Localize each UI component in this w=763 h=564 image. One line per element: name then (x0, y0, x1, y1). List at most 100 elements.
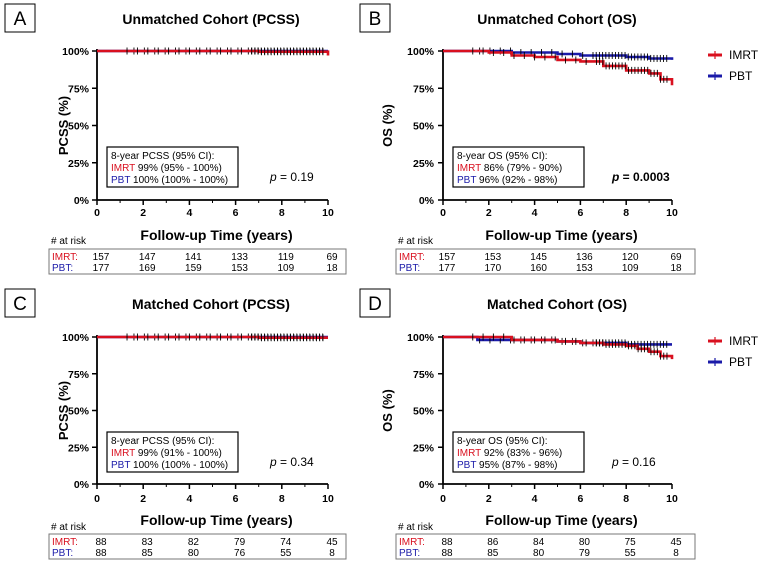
panel-letter-box (359, 3, 391, 33)
p-value-number: = 0.16 (619, 455, 656, 469)
risk-count-imrt: 88 (95, 537, 107, 548)
panel-d: D Matched Cohort (OS) 0% 25% 50% 75% 100% 0 2 4 6 8… (359, 288, 759, 560)
p-value-symbol: p (611, 170, 619, 184)
legend: IMRT PBT (708, 48, 759, 83)
risk-count-pbt: 159 (185, 263, 202, 274)
summary-imrt: IMRT 92% (83% - 96%) (457, 448, 562, 459)
risk-count-imrt: 119 (278, 252, 294, 263)
x-tick-label: 4 (186, 207, 192, 219)
y-axis-label: OS (%) (380, 389, 395, 432)
risk-count-pbt: 85 (142, 548, 154, 559)
risk-count-pbt: 18 (670, 263, 682, 274)
x-tick-label: 10 (322, 207, 334, 219)
x-tick-label: 0 (440, 207, 446, 219)
x-tick-label: 4 (186, 493, 192, 505)
risk-title: # at risk (398, 236, 434, 247)
chart-title: Matched Cohort (OS) (487, 296, 627, 312)
chart-title: Unmatched Cohort (PCSS) (122, 11, 299, 27)
x-tick-label: 10 (666, 207, 678, 219)
y-tick-label: 100% (407, 46, 435, 58)
y-tick-label: 75% (413, 369, 435, 381)
y-tick-label: 25% (68, 158, 90, 170)
summary-box: 8-year OS (95% CI):IMRT 92% (83% - 96%)P… (452, 431, 585, 473)
risk-table: # at risk IMRT:PBT: 157 147 141 133 119 69 177 16… (48, 236, 347, 275)
risk-count-pbt: 79 (579, 548, 591, 559)
y-axis-label: PCSS (%) (56, 96, 71, 155)
risk-count-imrt: 79 (234, 537, 246, 548)
y-tick-label: 100% (62, 46, 90, 58)
censor-marks-pbt (479, 47, 668, 62)
risk-count-imrt: 80 (579, 537, 591, 548)
risk-count-imrt: 120 (622, 252, 639, 263)
summary-imrt-value: 99% (95% - 100%) (135, 163, 222, 174)
p-value-number: = 0.34 (277, 455, 314, 469)
x-tick-label: 0 (440, 493, 446, 505)
p-value: p = 0.19 (269, 170, 314, 184)
x-tick-label: 4 (532, 493, 538, 505)
y-tick-label: 100% (407, 332, 435, 344)
summary-box: 8-year OS (95% CI):IMRT 86% (79% - 90%)P… (452, 146, 585, 188)
risk-label-pbt: PBT: (52, 548, 73, 559)
risk-count-imrt: 45 (670, 537, 682, 548)
panel-letter-box (4, 3, 36, 33)
risk-title: # at risk (51, 236, 87, 247)
x-tick-label: 6 (233, 493, 239, 505)
risk-count-imrt: 69 (326, 252, 338, 263)
risk-count-pbt: 169 (139, 263, 156, 274)
series-line-imrt (443, 335, 674, 360)
panel-letter-box (359, 288, 391, 318)
risk-count-imrt: 133 (231, 252, 248, 263)
risk-table: # at risk IMRT:PBT: 157 153 145 136 120 69 177 17… (395, 236, 696, 275)
p-value: p = 0.34 (269, 455, 314, 469)
risk-count-imrt: 45 (326, 537, 338, 548)
p-value-symbol: p (269, 455, 277, 469)
p-value-symbol: p (611, 455, 619, 469)
censor-marks-imrt (472, 47, 668, 83)
risk-count-pbt: 55 (625, 548, 637, 559)
series-line-imrt (97, 49, 330, 56)
risk-count-pbt: 76 (234, 548, 246, 559)
risk-count-imrt: 88 (441, 537, 453, 548)
risk-label-imrt: IMRT: (399, 537, 425, 548)
risk-count-pbt: 177 (93, 263, 110, 274)
risk-count-imrt: 136 (576, 252, 593, 263)
y-tick-label: 0% (419, 195, 435, 207)
x-tick-label: 10 (666, 493, 678, 505)
panel-letter: A (14, 9, 27, 30)
y-tick-label: 25% (68, 442, 90, 454)
p-value-number: = 0.0003 (619, 170, 670, 184)
summary-pbt-value: 96% (92% - 98%) (476, 175, 557, 186)
risk-frame (48, 533, 347, 560)
summary-frame (106, 146, 239, 188)
x-tick-label: 2 (486, 493, 492, 505)
summary-imrt-name: IMRT (111, 448, 135, 459)
y-tick-label: 25% (413, 158, 435, 170)
risk-count-imrt: 75 (625, 537, 637, 548)
risk-count-imrt: 74 (280, 537, 292, 548)
risk-count-pbt: 80 (188, 548, 200, 559)
summary-imrt: IMRT 99% (91% - 100%) (111, 448, 222, 459)
y-tick-label: 100% (62, 332, 90, 344)
summary-pbt-name: PBT (111, 175, 130, 186)
summary-frame (452, 431, 585, 473)
risk-label-imrt: IMRT: (52, 252, 78, 263)
x-tick-label: 2 (140, 207, 146, 219)
risk-count-imrt: 145 (530, 252, 547, 263)
chart-title: Unmatched Cohort (OS) (477, 11, 636, 27)
panel-letter: C (13, 294, 27, 315)
summary-imrt-value: 86% (79% - 90%) (481, 163, 562, 174)
risk-label-pbt: PBT: (399, 263, 420, 274)
summary-pbt-value: 95% (87% - 98%) (476, 460, 557, 471)
summary-header: 8-year PCSS (95% CI): (111, 436, 214, 447)
risk-title: # at risk (398, 522, 434, 533)
y-tick-label: 0% (74, 479, 90, 491)
risk-count-pbt: 153 (576, 263, 593, 274)
risk-frame (48, 248, 347, 275)
risk-title: # at risk (51, 522, 87, 533)
series-line-imrt (97, 335, 328, 339)
risk-count-pbt: 80 (533, 548, 545, 559)
risk-count-imrt: 157 (439, 252, 456, 263)
risk-count-pbt: 177 (439, 263, 456, 274)
summary-imrt-value: 92% (83% - 96%) (481, 448, 562, 459)
